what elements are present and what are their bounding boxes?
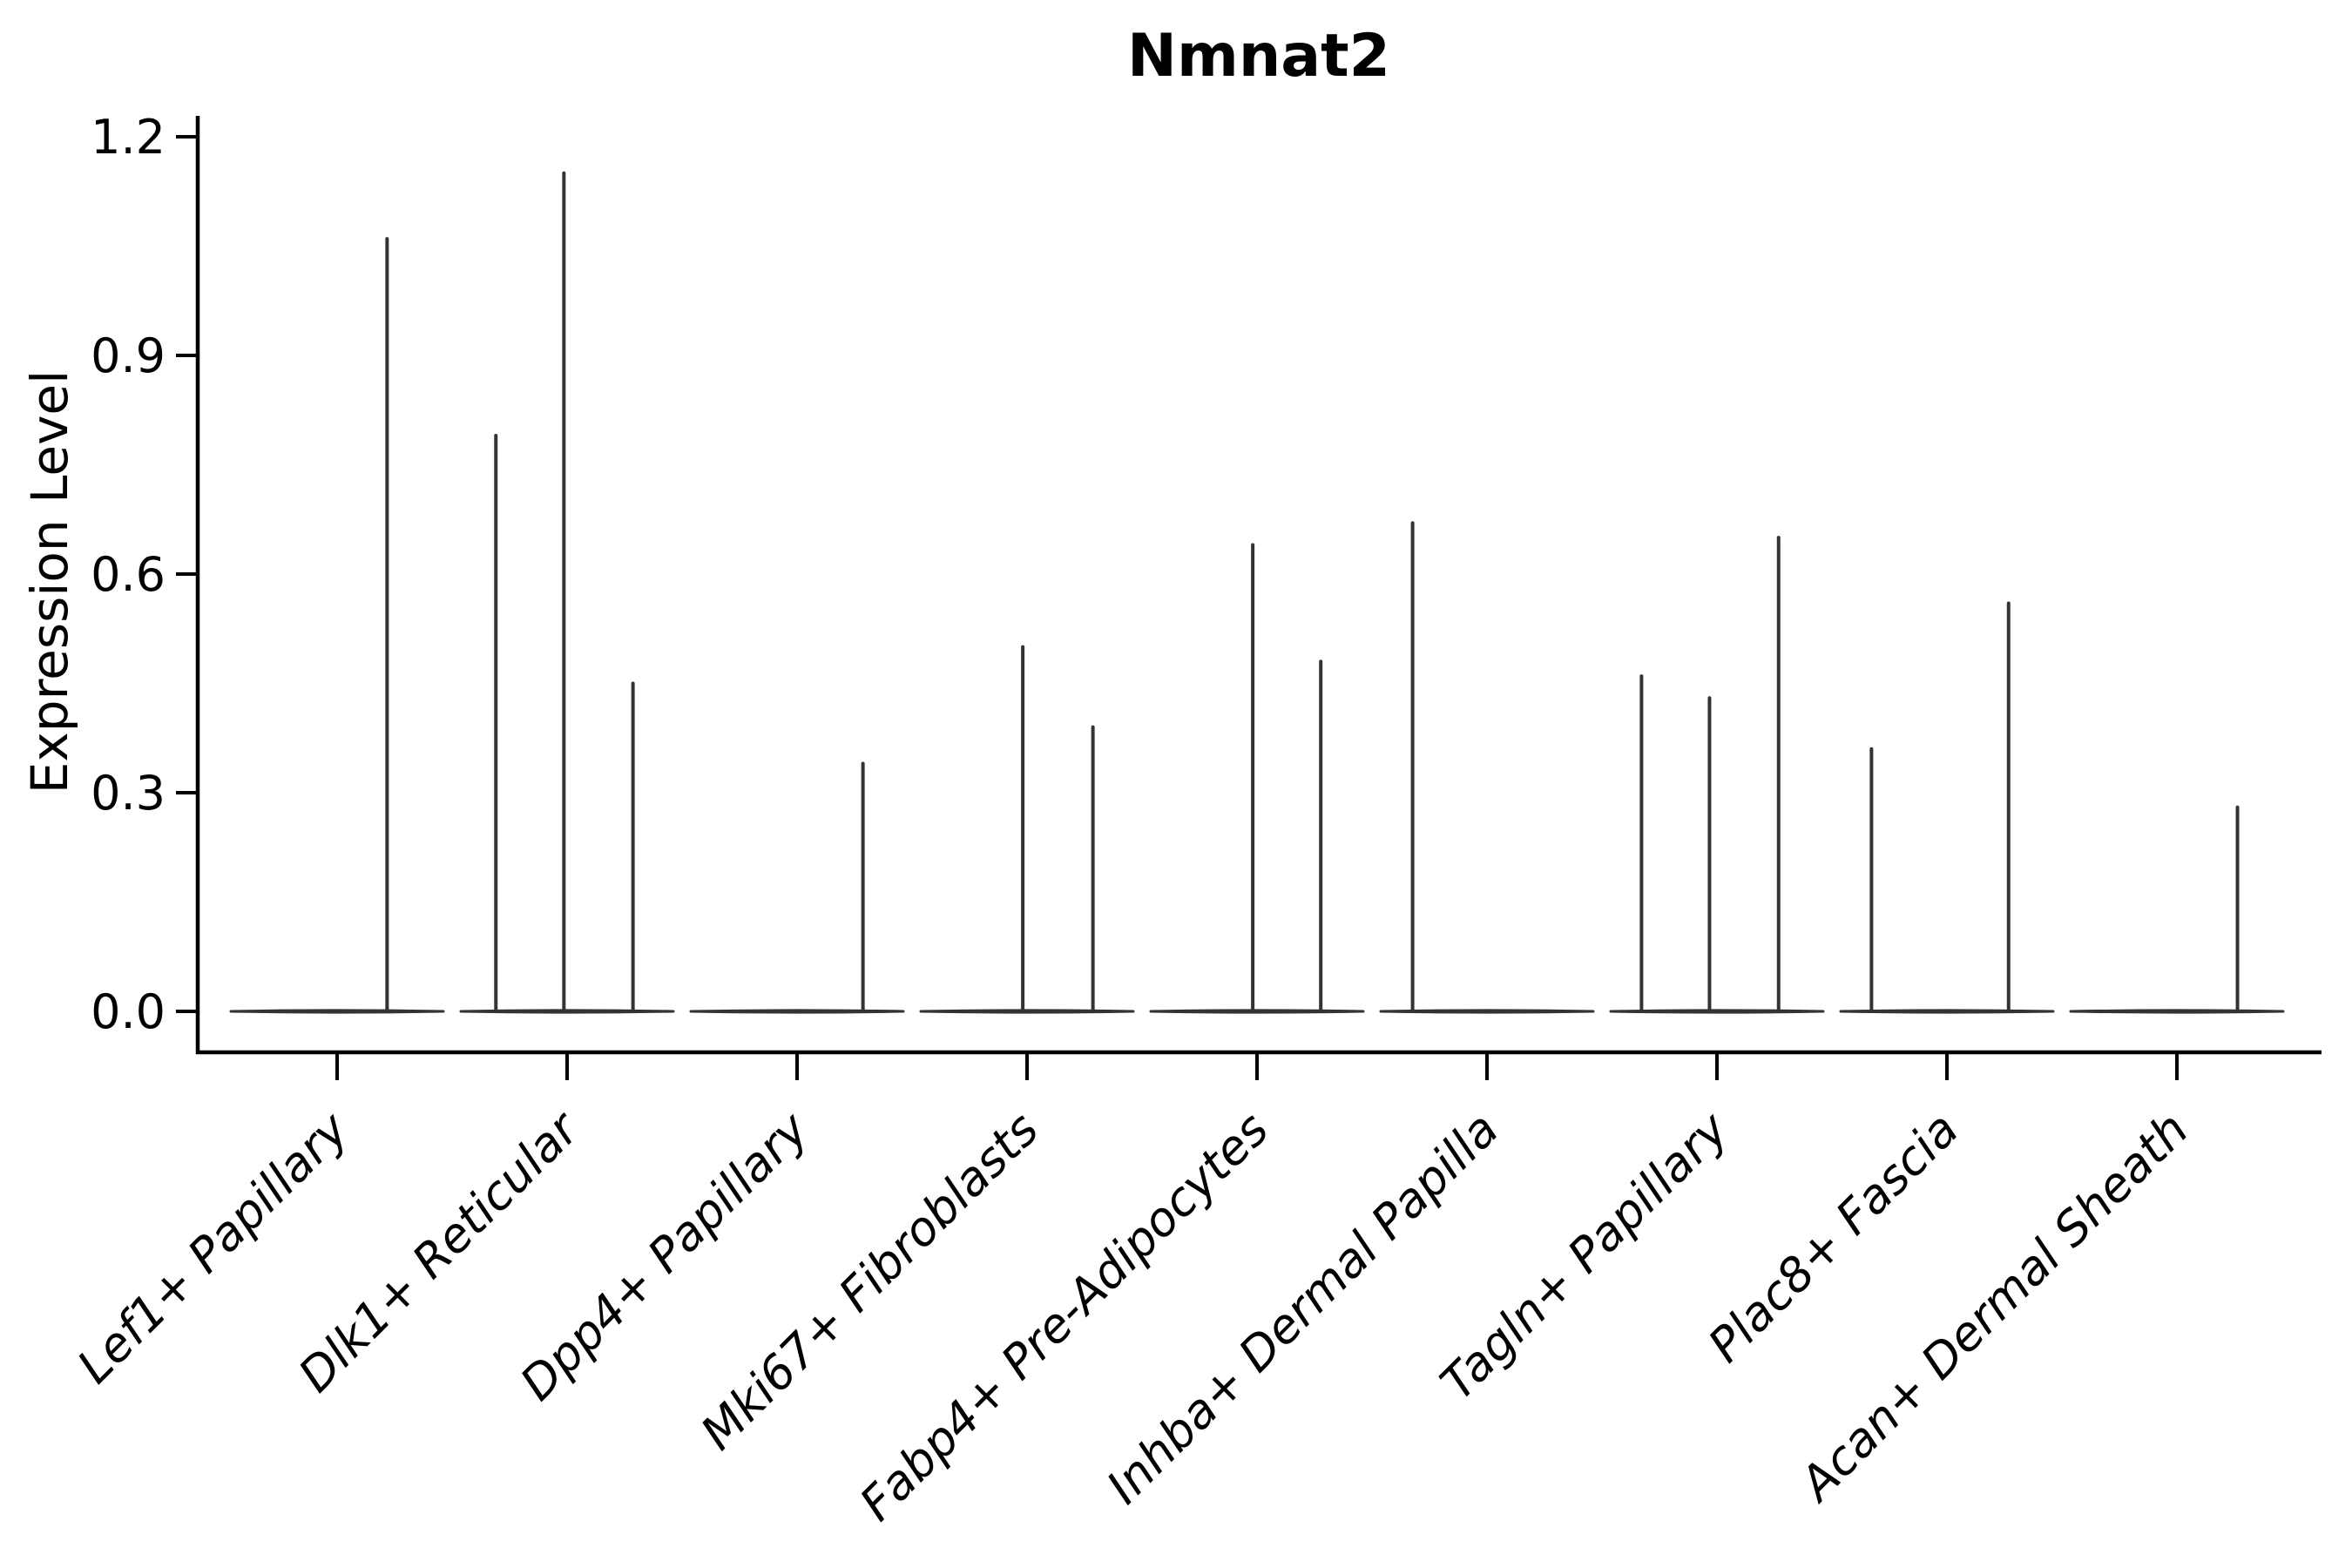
violin-body: [1609, 1009, 1825, 1014]
violin-body: [229, 1009, 445, 1014]
violin-body: [1149, 1009, 1365, 1014]
y-tick-label: 0.9: [91, 328, 166, 383]
x-tick-label: Plac8+ Fascia: [1698, 1102, 1969, 1373]
violin-body: [689, 1009, 905, 1014]
violin-body: [919, 1009, 1135, 1014]
violin-body: [1379, 1009, 1595, 1014]
violin-body: [2069, 1009, 2285, 1014]
x-tick-label: Acan+ Dermal Sheath: [1788, 1102, 2199, 1513]
x-tick-label: Inhba+ Dermal Papilla: [1096, 1102, 1509, 1515]
y-tick-label: 1.2: [91, 110, 166, 165]
y-tick-label: 0.0: [91, 984, 166, 1039]
y-tick-label: 0.6: [91, 547, 166, 602]
y-tick-label: 0.3: [91, 766, 166, 821]
violin-body: [459, 1009, 675, 1014]
violin-body: [1839, 1009, 2055, 1014]
x-tick-label: Fabp4+ Pre-Adipocytes: [849, 1102, 1279, 1531]
chart-title: Nmnat2: [1127, 22, 1390, 91]
